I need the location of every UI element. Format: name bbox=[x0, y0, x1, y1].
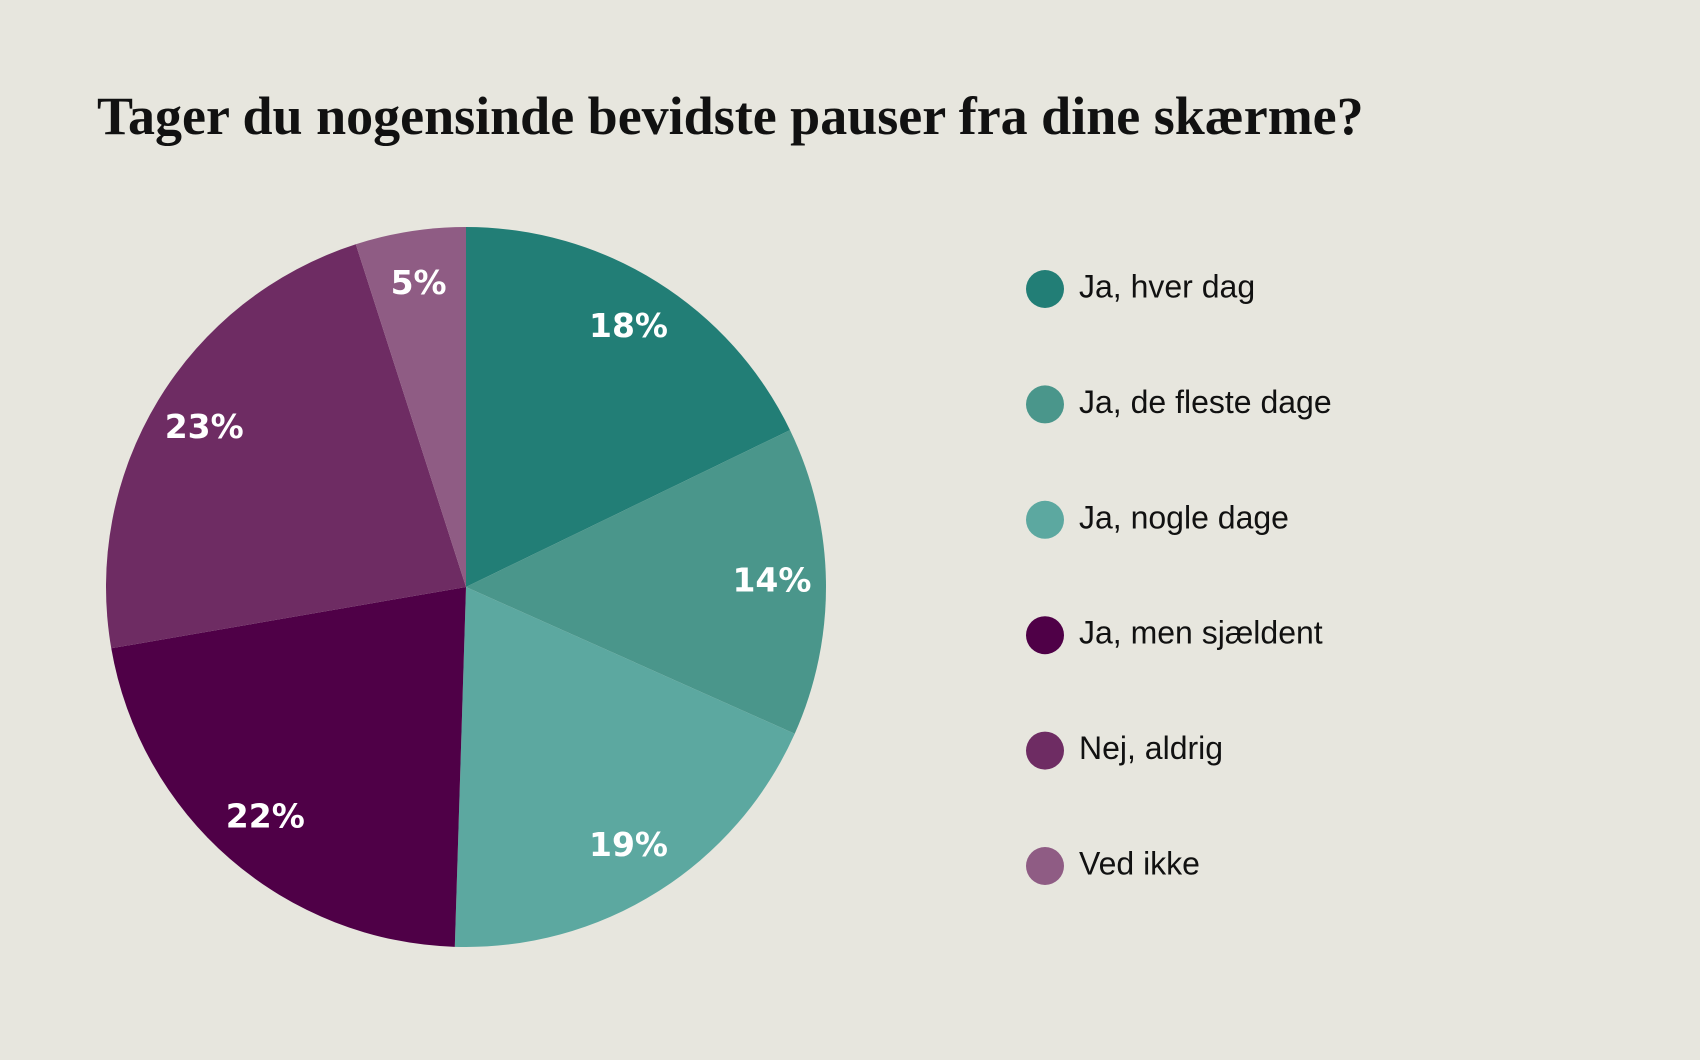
pie-slice bbox=[454, 587, 795, 947]
legend-marker bbox=[1026, 385, 1064, 424]
pie-slice bbox=[105, 244, 466, 649]
legend-label: Nej, aldrig bbox=[1079, 730, 1223, 766]
chart-title: Tager du nogensinde bevidste pauser fra … bbox=[97, 86, 1364, 146]
value-label: 18% bbox=[589, 306, 668, 345]
value-label: 5% bbox=[391, 263, 447, 302]
legend-label: Ja, hver dag bbox=[1079, 268, 1255, 304]
legend-marker bbox=[1026, 731, 1064, 770]
legend-label: Ja, men sjældent bbox=[1079, 615, 1323, 651]
legend-label: Ja, nogle dage bbox=[1079, 499, 1289, 535]
legend-label: Ved ikke bbox=[1079, 845, 1200, 881]
value-label: 19% bbox=[589, 825, 668, 864]
pie-slice bbox=[466, 227, 791, 587]
legend-marker bbox=[1026, 847, 1064, 885]
pie-slice bbox=[466, 430, 826, 734]
legend-marker bbox=[1026, 270, 1064, 308]
legend-marker bbox=[1026, 616, 1064, 655]
pie-slice bbox=[355, 227, 466, 587]
value-label: 23% bbox=[165, 407, 244, 446]
value-label: 14% bbox=[732, 561, 811, 600]
legend-label: Ja, de fleste dage bbox=[1079, 384, 1332, 420]
pie-slice bbox=[111, 587, 466, 947]
legend-marker bbox=[1026, 500, 1064, 539]
value-label: 22% bbox=[226, 796, 305, 835]
